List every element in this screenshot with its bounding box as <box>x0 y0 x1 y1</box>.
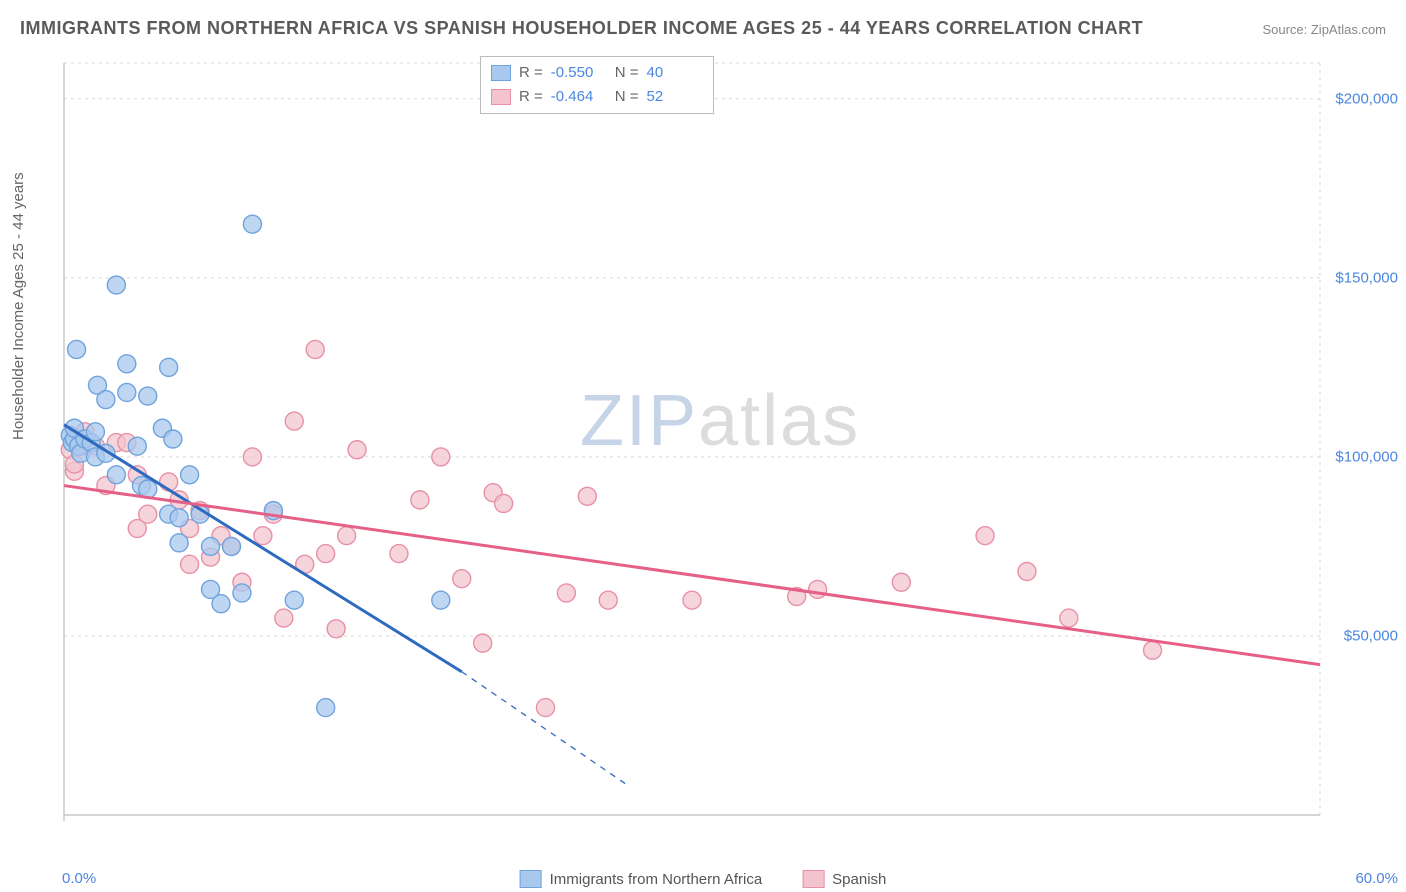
y-tick-label: $100,000 <box>1335 448 1398 465</box>
chart-title: IMMIGRANTS FROM NORTHERN AFRICA VS SPANI… <box>20 18 1143 39</box>
stat-n-value-1: 52 <box>647 85 703 109</box>
stat-r-label: R = <box>519 61 543 85</box>
correlation-stats-box: R = -0.550 N = 40 R = -0.464 N = 52 <box>480 56 714 114</box>
stat-n-label: N = <box>615 61 639 85</box>
stat-r-value-0: -0.550 <box>551 61 607 85</box>
x-tick-max: 60.0% <box>1355 870 1398 887</box>
legend-swatch-1 <box>802 870 824 888</box>
y-tick-label: $150,000 <box>1335 269 1398 286</box>
y-tick-label: $50,000 <box>1344 627 1398 644</box>
chart-svg <box>60 55 1390 845</box>
stat-r-label: R = <box>519 85 543 109</box>
swatch-series-1 <box>491 89 511 105</box>
chart-source: Source: ZipAtlas.com <box>1262 22 1386 37</box>
stat-n-label: N = <box>615 85 639 109</box>
y-axis-label: Householder Income Ages 25 - 44 years <box>10 172 27 440</box>
plot-area <box>60 55 1390 845</box>
legend-label-1: Spanish <box>832 871 886 888</box>
legend-item-0: Immigrants from Northern Africa <box>520 870 763 888</box>
stat-n-value-0: 40 <box>647 61 703 85</box>
swatch-series-0 <box>491 65 511 81</box>
stats-row-series-0: R = -0.550 N = 40 <box>491 61 703 85</box>
x-tick-min: 0.0% <box>62 870 96 887</box>
stats-row-series-1: R = -0.464 N = 52 <box>491 85 703 109</box>
y-tick-label: $200,000 <box>1335 90 1398 107</box>
legend-label-0: Immigrants from Northern Africa <box>550 871 763 888</box>
legend-item-1: Spanish <box>802 870 886 888</box>
legend-swatch-0 <box>520 870 542 888</box>
x-legend: Immigrants from Northern Africa Spanish <box>520 870 887 888</box>
stat-r-value-1: -0.464 <box>551 85 607 109</box>
